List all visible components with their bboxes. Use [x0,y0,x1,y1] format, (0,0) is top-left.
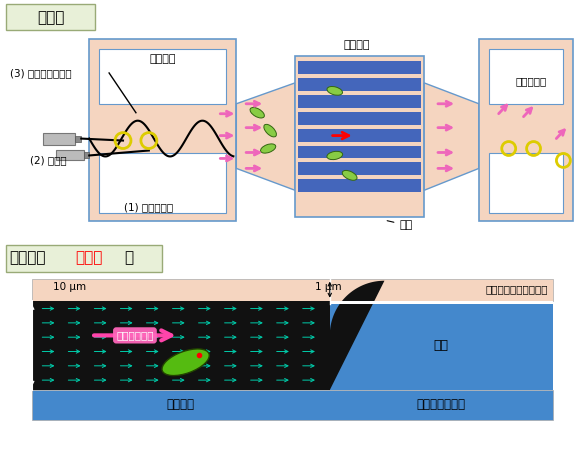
Bar [489,49,563,104]
Text: 1 μm: 1 μm [315,282,342,292]
Text: 単離流路: 単離流路 [167,398,195,411]
Bar [298,146,421,159]
Text: 培養液出口: 培養液出口 [516,76,547,86]
Text: 俯瞰図: 俯瞰図 [37,10,64,25]
Bar [298,61,421,74]
Bar [330,300,553,390]
Bar [75,136,81,141]
Text: 単離流路: 単離流路 [343,40,370,50]
Text: 赤線部: 赤線部 [75,250,103,265]
Ellipse shape [264,124,277,137]
Bar [84,153,90,159]
Ellipse shape [260,144,276,153]
Bar [32,390,553,420]
Bar [99,154,226,213]
Bar [32,300,330,390]
Bar [298,112,421,124]
Bar [99,49,226,104]
Bar [43,132,75,145]
Text: 断面図（: 断面図（ [10,250,46,265]
Text: 10 μm: 10 μm [53,282,87,292]
Bar [298,129,421,141]
Ellipse shape [327,151,343,160]
Bar [298,162,421,176]
Bar [90,39,236,221]
Bar [295,56,424,217]
Bar [489,154,563,213]
Ellipse shape [342,170,357,180]
Text: ダム: ダム [433,339,449,352]
Polygon shape [236,83,295,190]
Bar [330,300,553,304]
Text: 単離流路ガラス: 単離流路ガラス [417,398,466,411]
Text: 除去流路: 除去流路 [150,54,176,64]
Bar [56,151,84,161]
Text: ダム: ダム [387,220,412,230]
Bar [479,39,573,221]
Ellipse shape [327,87,342,95]
Text: 培養液の流れ: 培養液の流れ [116,330,154,340]
Text: 培養液交換流路ガラス: 培養液交換流路ガラス [486,285,549,295]
Text: (3) 過剰細胞の除去: (3) 過剰細胞の除去 [10,68,71,78]
Ellipse shape [162,349,209,375]
Ellipse shape [250,108,264,118]
Bar [298,95,421,108]
FancyBboxPatch shape [6,245,162,272]
Bar [32,279,553,300]
FancyBboxPatch shape [6,4,95,30]
Text: ）: ） [124,250,133,265]
Polygon shape [424,83,479,190]
Polygon shape [330,281,384,390]
Bar [298,179,421,192]
Text: (2) 培養液: (2) 培養液 [30,155,66,166]
Bar [298,78,421,91]
Text: (1) 懸濁液導入: (1) 懸濁液導入 [124,202,173,212]
